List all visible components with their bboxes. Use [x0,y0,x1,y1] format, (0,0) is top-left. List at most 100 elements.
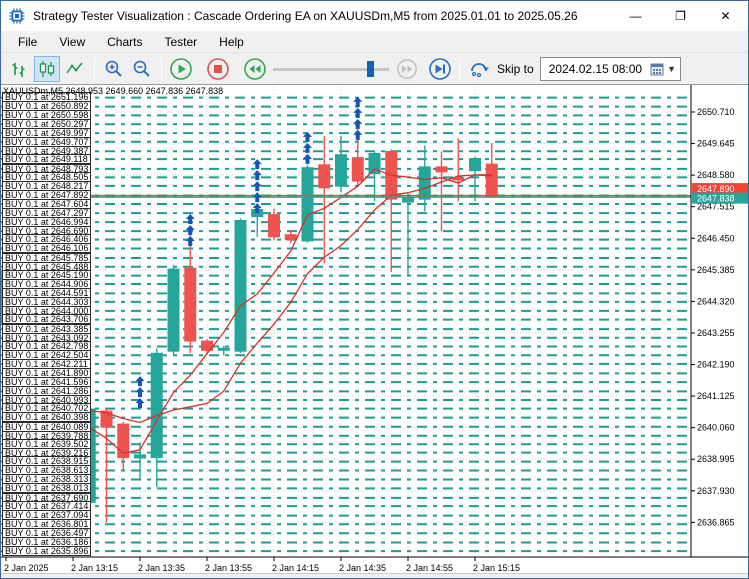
close-button[interactable]: ✕ [720,9,731,23]
time-tick-label: 2 Jan 2025 [4,563,49,573]
candle-body [234,219,247,352]
menu-item-tester[interactable]: Tester [164,34,198,49]
stop-button[interactable] [205,56,231,82]
candle-body [150,352,163,459]
symbol-ohlc-line: XAUUSDm,M5 2648.953 2649.660 2647.836 26… [3,86,224,96]
bars-chart-icon [12,62,25,77]
fast-forward-icon [397,58,417,79]
buy-arrow-icon [252,203,262,214]
candle-body [184,267,197,342]
candle-body [485,163,498,198]
candle-body [351,157,364,182]
buy-arrow-icon [185,213,195,224]
candle-body [268,214,280,238]
title-bar: Strategy Tester Visualization : Cascade … [1,1,748,31]
price-tick-label: 2638.995 [697,454,735,464]
time-tick-label: 2 Jan 13:15 [71,563,118,573]
buy-arrow-icon [303,142,312,153]
bottom-strip [1,573,748,578]
candle-body [418,166,431,200]
restart-loop-icon [471,62,489,77]
buy-arrow-icon [353,118,363,129]
play-icon [170,57,192,80]
candle-body [117,423,130,459]
buy-order-label: BUY 0.1 at 2643.706 [2,314,92,325]
skip-to-date-value[interactable]: 2024.02.15 08:00 [548,61,643,76]
speed-slider-thumb[interactable] [367,60,374,77]
time-tick-label: 2 Jan 14:55 [406,563,453,573]
buy-arrow-icon [185,235,195,246]
toolbar-separator [459,57,460,80]
buy-arrow-icon [353,129,363,140]
buy-arrow-icon [135,387,145,398]
skip-to-end-button[interactable] [427,56,453,82]
candlestick-chart-svg[interactable]: 2650.710 2649.645 2648.580 2647.515 2646.450… [1,85,749,573]
candles-chart-icon [39,60,55,77]
price-tick-label: 2642.190 [697,360,735,370]
time-tick-label: 2 Jan 14:15 [272,563,319,573]
price-tick-label: 2646.450 [697,233,735,243]
buy-arrow-icon [353,96,363,107]
price-tick-label: 2644.320 [697,296,735,306]
rewind-icon [244,57,266,80]
price-tick-label: 2649.645 [697,139,735,149]
menu-item-view[interactable]: View [59,34,86,49]
price-tick-label: 2650.710 [697,107,735,117]
stop-icon [207,57,229,80]
chart-canvas[interactable]: 2650.710 2649.645 2648.580 2647.515 2646.450… [1,85,749,573]
candle-body [134,454,146,459]
buy-order-label: BUY 0.1 at 2648.217 [2,180,92,191]
menu-item-help[interactable]: Help [219,34,244,49]
rewind-button[interactable] [242,56,268,82]
buy-arrow-icon [185,224,195,235]
line-chart-icon [66,62,83,73]
buy-arrow-icon [303,153,312,164]
buy-order-label: BUY 0.1 at 2642.211 [2,358,91,369]
fast-forward-button[interactable] [394,56,420,82]
zoom-in-icon [105,60,122,77]
buy-arrow-icon [135,376,145,387]
calendar-icon[interactable] [650,62,664,76]
menu-item-charts[interactable]: Charts [107,34,143,49]
speed-slider[interactable] [273,56,389,82]
price-tick-label: 2640.060 [697,423,735,433]
candle-body [335,154,347,187]
buy-arrow-icon [353,107,363,118]
candle-body [452,177,465,181]
time-tick-label: 2 Jan 15:15 [473,563,520,573]
speed-slider-track[interactable] [273,67,389,71]
time-tick-label: 2 Jan 13:35 [138,563,185,573]
skip-to-label: Skip to [497,61,534,76]
zoom-out-icon [133,60,150,77]
menu-bar: File View Charts Tester Help [1,31,748,53]
minimize-button[interactable]: — [629,9,642,23]
price-tick-label: 2645.385 [697,265,735,275]
price-badge-label: 2647.890 [697,184,735,194]
candle-body [469,158,481,172]
skip-to-date-field[interactable]: 2024.02.15 08:00 ▼ [539,56,682,81]
zoom-in-button[interactable] [101,56,127,82]
price-tick-label: 2636.865 [697,517,735,527]
zoom-out-button[interactable] [129,56,155,82]
buy-arrow-icon [135,398,145,409]
buy-arrow-icon [303,131,312,142]
toolbar-separator [161,57,162,80]
buy-order-label: BUY 0.1 at 2637.414 [2,500,92,511]
buy-order-label: BUY 0.1 at 2638.013 [2,483,92,494]
price-badge [692,192,748,204]
time-tick-label: 2 Jan 13:55 [205,563,252,573]
date-dropdown-arrow-icon[interactable]: ▼ [667,63,677,74]
candles-chart-mode-button[interactable] [34,55,60,82]
candle-body [318,164,331,189]
buy-arrow-icon [252,192,262,203]
price-tick-label: 2637.930 [697,486,735,496]
bars-chart-mode-button[interactable] [6,56,32,82]
restart-loop-button[interactable] [466,56,492,82]
maximize-button[interactable]: ❐ [675,9,686,23]
price-tick-label: 2648.580 [697,170,735,180]
play-button[interactable] [168,56,194,82]
line-chart-mode-button[interactable] [62,56,88,82]
price-badge [692,183,748,195]
menu-item-file[interactable]: File [18,34,38,49]
